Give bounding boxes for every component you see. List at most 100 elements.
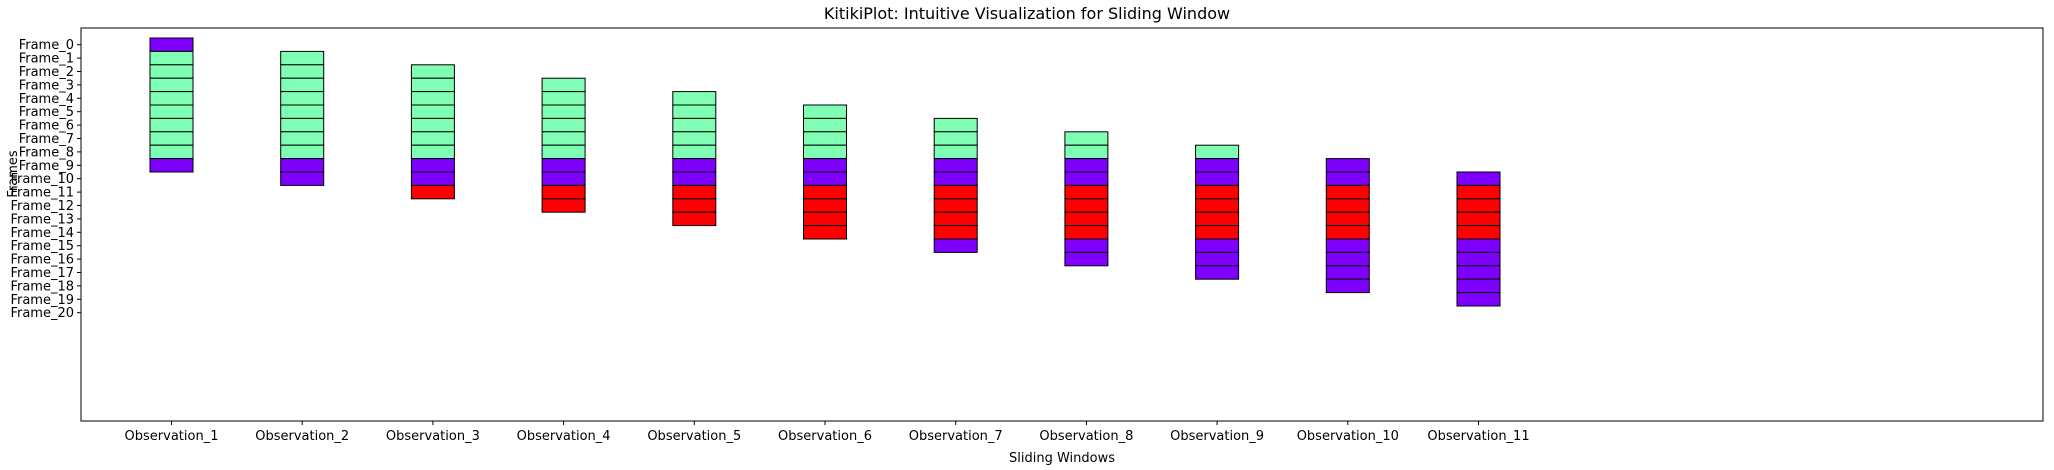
kitiki-cell xyxy=(1195,251,1240,267)
kitiki-cell xyxy=(410,184,455,200)
y-tick-label: Frame_11 xyxy=(10,186,74,201)
x-tick-label: Observation_3 xyxy=(386,429,480,444)
kitiki-cell xyxy=(541,158,586,173)
kitiki-cell xyxy=(672,144,717,160)
kitiki-cell xyxy=(280,77,325,93)
kitiki-cell xyxy=(803,144,847,160)
y-tick-label: Frame_12 xyxy=(10,199,74,214)
kitiki-cell xyxy=(672,171,717,186)
kitiki-cell xyxy=(1064,225,1109,240)
kitiki-cell xyxy=(280,131,325,146)
kitiki-cell xyxy=(1325,211,1370,227)
kitiki-cell xyxy=(803,104,847,119)
kitiki-cell xyxy=(933,184,978,200)
kitiki-cell xyxy=(410,171,455,186)
y-tick-label: Frame_7 xyxy=(19,132,74,147)
x-tick-label: Observation_4 xyxy=(517,429,611,444)
kitiki-cell xyxy=(541,171,586,186)
x-tick-label: Observation_7 xyxy=(909,429,1003,444)
plot-frame xyxy=(80,27,2044,422)
kitiki-cell xyxy=(541,131,586,146)
kitiki-cell xyxy=(149,131,194,146)
kitiki-cell xyxy=(541,184,586,200)
y-tick-label: Frame_10 xyxy=(10,172,74,187)
kitiki-cell xyxy=(933,238,978,253)
kitiki-cell xyxy=(1195,265,1240,280)
y-tick-label: Frame_20 xyxy=(10,306,74,321)
kitiki-cell xyxy=(933,117,978,133)
kitiki-cell xyxy=(541,144,586,160)
kitiki-cell xyxy=(672,158,717,173)
kitiki-cell xyxy=(410,104,455,119)
kitiki-cell xyxy=(1456,184,1501,200)
cell-layer xyxy=(149,37,1501,307)
kitiki-cell xyxy=(1456,198,1501,213)
kitiki-cell xyxy=(672,184,717,200)
kitiki-cell xyxy=(1064,198,1109,213)
kitiki-cell xyxy=(280,171,325,186)
kitiki-cell xyxy=(1064,144,1109,160)
kitiki-cell xyxy=(1064,238,1109,253)
kitiki-cell xyxy=(541,104,586,119)
kitiki-cell xyxy=(280,104,325,119)
kitiki-cell xyxy=(803,198,847,213)
kitiki-cell xyxy=(1195,171,1240,186)
kitiki-cell xyxy=(410,117,455,133)
kitiki-cell xyxy=(1064,251,1109,267)
kitiki-cell xyxy=(149,37,194,52)
kitiki-cell xyxy=(933,211,978,227)
y-tick-label: Frame_9 xyxy=(19,159,74,174)
kitiki-cell xyxy=(1195,144,1240,160)
kitiki-cell xyxy=(803,171,847,186)
kitiki-cell xyxy=(410,64,455,79)
kitiki-cell xyxy=(1064,184,1109,200)
kitiki-cell xyxy=(410,158,455,173)
x-axis-label: Sliding Windows xyxy=(1009,451,1115,466)
kitiki-cell xyxy=(1195,158,1240,173)
kitiki-cell xyxy=(280,50,325,66)
kitiki-cell xyxy=(280,158,325,173)
x-tick-label: Observation_9 xyxy=(1170,429,1264,444)
chart-title: KitikiPlot: Intuitive Visualization for … xyxy=(824,4,1230,23)
kitiki-cell xyxy=(672,211,717,227)
y-tick-label: Frame_16 xyxy=(10,253,74,268)
x-tick-label: Observation_8 xyxy=(1039,429,1133,444)
y-tick-label: Frame_2 xyxy=(19,65,74,80)
kitiki-cell xyxy=(541,77,586,93)
kitiki-cell xyxy=(410,131,455,146)
kitiki-cell xyxy=(933,144,978,160)
y-tick-label: Frame_14 xyxy=(10,226,74,241)
kitiki-cell xyxy=(672,198,717,213)
kitiki-cell xyxy=(1325,225,1370,240)
kitiki-cell xyxy=(1325,184,1370,200)
kitiki-cell xyxy=(149,158,194,173)
y-tick-label: Frame_17 xyxy=(10,266,74,281)
kitiki-cell xyxy=(1195,198,1240,213)
kitiki-cell xyxy=(933,131,978,146)
kitiki-cell xyxy=(149,117,194,133)
y-tick-label: Frame_5 xyxy=(19,105,74,120)
kitiki-cell xyxy=(149,50,194,66)
kitiki-cell xyxy=(803,225,847,240)
kitiki-cell xyxy=(1195,211,1240,227)
y-tick-label: Frame_6 xyxy=(19,119,74,134)
kitiki-cell xyxy=(149,144,194,160)
kitiki-cell xyxy=(1325,251,1370,267)
x-tick-label: Observation_2 xyxy=(255,429,349,444)
kitiki-cell xyxy=(1325,278,1370,294)
kitiki-cell xyxy=(280,91,325,106)
x-tick-label: Observation_5 xyxy=(647,429,741,444)
x-tick-label: Observation_1 xyxy=(125,429,219,444)
kitiki-cell xyxy=(1325,171,1370,186)
kitiki-cell xyxy=(280,64,325,79)
kitiki-cell xyxy=(541,91,586,106)
y-tick-label: Frame_1 xyxy=(19,52,74,67)
kitiki-cell xyxy=(1456,292,1501,307)
kitiki-cell xyxy=(1195,184,1240,200)
kitiki-cell xyxy=(280,117,325,133)
kitiki-cell xyxy=(933,225,978,240)
kitiki-cell xyxy=(1064,171,1109,186)
y-tick-label: Frame_13 xyxy=(10,212,74,227)
kitiki-cell xyxy=(1325,158,1370,173)
kitiki-cell xyxy=(1064,211,1109,227)
